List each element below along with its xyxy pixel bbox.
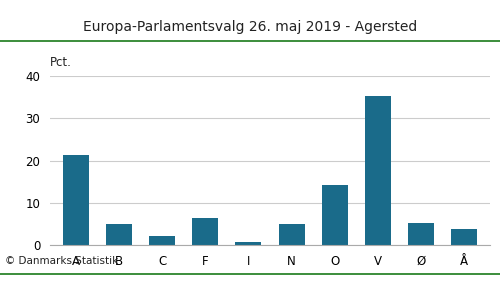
Text: Europa-Parlamentsvalg 26. maj 2019 - Agersted: Europa-Parlamentsvalg 26. maj 2019 - Age… — [83, 20, 417, 34]
Bar — [149, 236, 175, 245]
Bar — [236, 242, 262, 245]
Bar — [451, 229, 477, 245]
Bar — [63, 155, 89, 245]
Text: Pct.: Pct. — [50, 56, 72, 69]
Bar — [322, 185, 347, 245]
Bar — [365, 96, 391, 245]
Text: © Danmarks Statistik: © Danmarks Statistik — [5, 257, 118, 266]
Bar — [408, 223, 434, 245]
Bar — [106, 224, 132, 245]
Bar — [278, 224, 304, 245]
Bar — [192, 218, 218, 245]
